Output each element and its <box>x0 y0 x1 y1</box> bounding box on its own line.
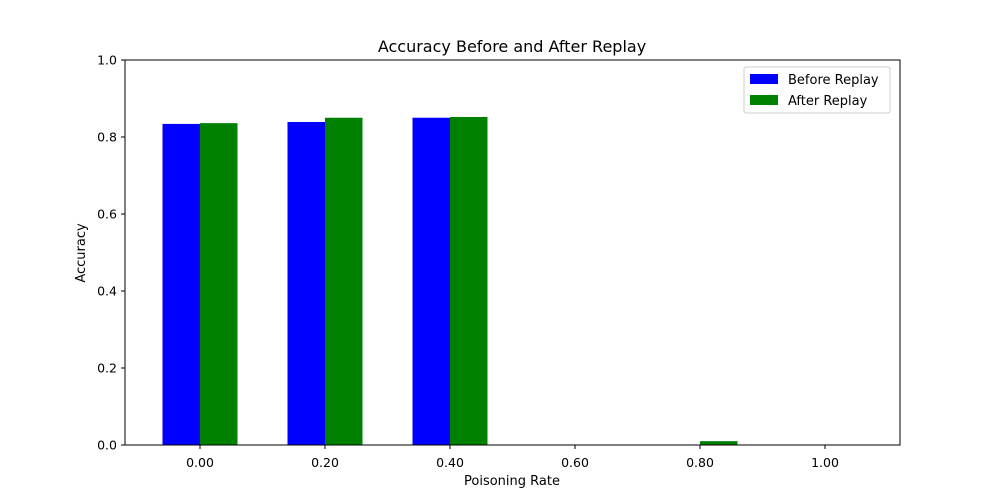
y-tick-label: 0.2 <box>97 361 117 376</box>
x-axis-ticks: 0.00 0.20 0.40 0.60 0.80 1.00 <box>186 445 839 470</box>
x-axis-label: Poisoning Rate <box>464 474 560 489</box>
legend-box <box>743 66 891 114</box>
chart-title: Accuracy Before and After Replay <box>378 37 646 56</box>
bar-after-replay-0.00 <box>200 123 238 445</box>
x-tick-label: 0.40 <box>436 455 464 470</box>
x-tick-label: 0.00 <box>186 455 214 470</box>
y-tick-label: 0.8 <box>97 130 117 145</box>
y-axis-label: Accuracy <box>74 223 89 283</box>
y-tick-label: 1.0 <box>97 53 117 68</box>
y-tick-label: 0.0 <box>97 438 117 453</box>
x-tick-label: 0.80 <box>686 455 714 470</box>
bar-after-replay-0.40 <box>450 116 488 445</box>
plot-area-frame <box>124 59 901 446</box>
x-tick-label: 0.20 <box>311 455 339 470</box>
y-tick-label: 0.6 <box>97 207 117 222</box>
x-tick-label: 0.60 <box>561 455 589 470</box>
x-tick-label: 1.00 <box>811 455 839 470</box>
y-tick-label: 0.4 <box>97 284 117 299</box>
bar-after-replay-0.80 <box>700 441 738 445</box>
bar-before-replay-0.20 <box>287 121 325 446</box>
legend-entry-label: Before Replay <box>788 73 879 88</box>
bar-before-replay-0.00 <box>162 123 200 445</box>
bars-group <box>162 116 738 446</box>
legend-swatch <box>750 95 778 105</box>
bar-before-replay-0.40 <box>412 117 450 445</box>
legend: Before Replay After Replay <box>743 66 891 114</box>
legend-swatch <box>750 74 778 84</box>
legend-entry-label: After Replay <box>788 94 868 109</box>
bar-after-replay-0.20 <box>325 117 363 445</box>
y-axis-ticks: 0.0 0.2 0.4 0.6 0.8 1.0 <box>97 53 125 453</box>
